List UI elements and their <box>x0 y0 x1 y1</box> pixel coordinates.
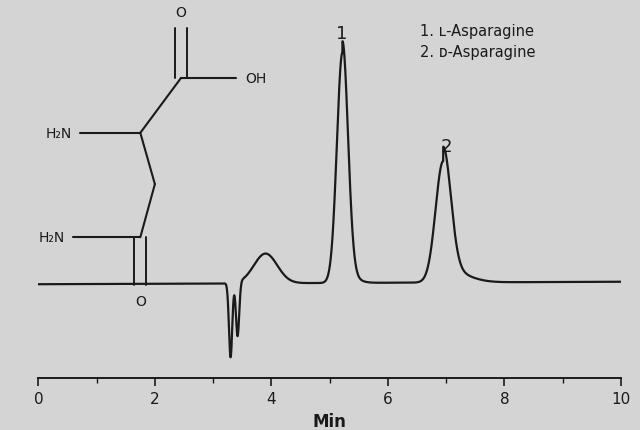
Text: H₂N: H₂N <box>38 231 65 245</box>
Text: OH: OH <box>245 72 266 86</box>
Text: 2: 2 <box>440 138 452 156</box>
Text: H₂N: H₂N <box>45 126 72 141</box>
X-axis label: Min: Min <box>313 412 346 430</box>
Text: O: O <box>135 294 146 308</box>
Text: 1. ʟ-Asparagine
2. ᴅ-Asparagine: 1. ʟ-Asparagine 2. ᴅ-Asparagine <box>420 24 536 60</box>
Text: O: O <box>175 6 186 20</box>
Text: 1: 1 <box>335 25 347 43</box>
